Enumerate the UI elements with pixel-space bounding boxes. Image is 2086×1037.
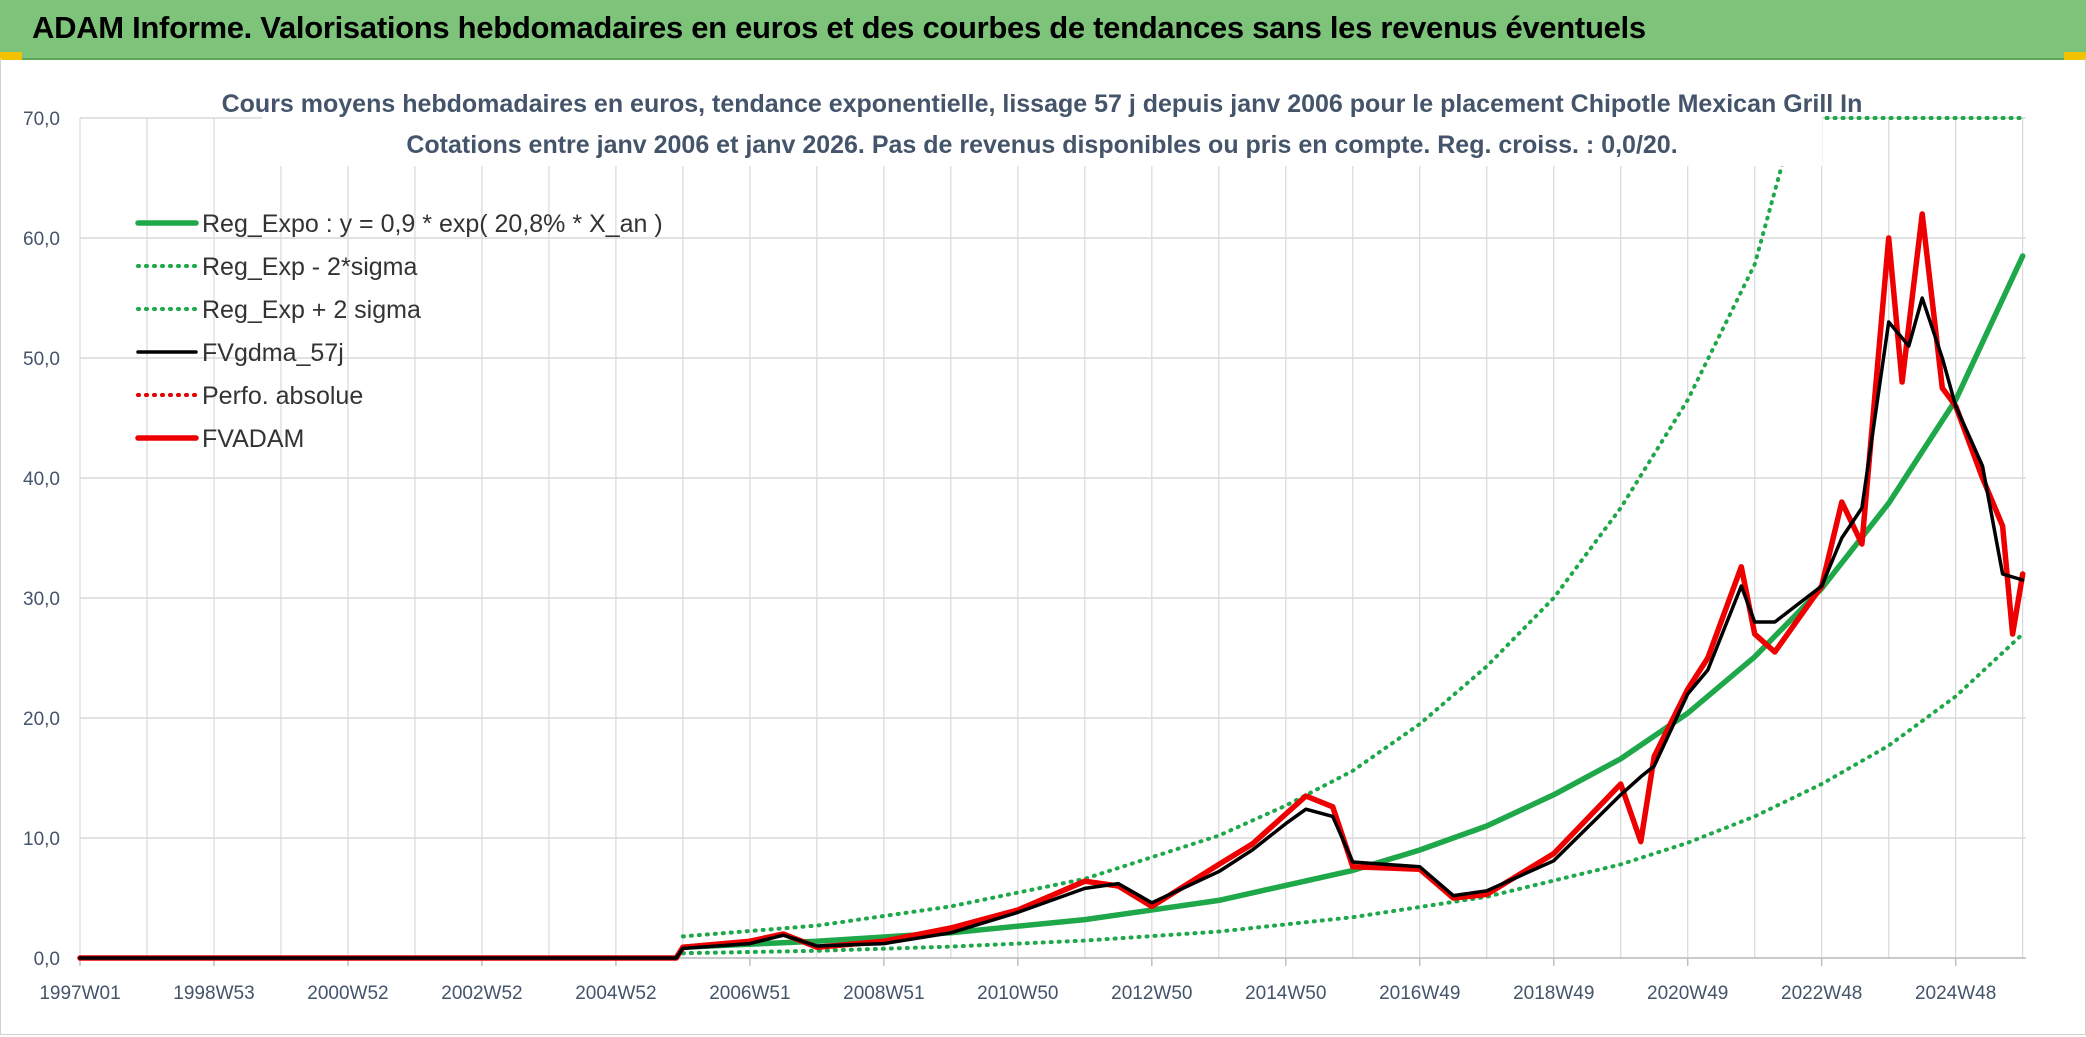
chart-title: Cours moyens hebdomadaires en euros, ten… — [222, 84, 1863, 166]
x-tick-label: 2006W51 — [709, 983, 790, 1004]
corner-marker-left — [0, 52, 22, 60]
x-tick-label: 2018W49 — [1513, 983, 1594, 1004]
y-tick-label: 40,0 — [23, 469, 60, 490]
x-tick-label: 2014W50 — [1245, 983, 1326, 1004]
x-tick-label: 2004W52 — [575, 983, 656, 1004]
series-line-0 — [680, 253, 2026, 950]
y-tick-label: 20,0 — [23, 709, 60, 730]
axes: 0,0 10,0 20,0 30,0 40,0 50,0 60,0 70,0 1997W01 19… — [23, 109, 2026, 1004]
legend: Reg_Expo : y = 0,9 * exp( 20,8% * X_an )… — [135, 210, 663, 453]
page-title: ADAM Informe. Valorisations hebdomadaire… — [32, 10, 1646, 45]
y-tick-label: 70,0 — [23, 109, 60, 130]
grid-lines — [79, 117, 2026, 959]
x-tick-label: 2012W50 — [1111, 983, 1192, 1004]
y-tick-label: 60,0 — [23, 229, 60, 250]
x-tick-label: 2024W48 — [1915, 983, 1996, 1004]
legend-label: Reg_Exp + 2 sigma — [202, 296, 421, 324]
chart-title-line-1: Cours moyens hebdomadaires en euros, ten… — [222, 90, 1863, 118]
y-tick-label: 10,0 — [23, 829, 60, 850]
x-tick-label: 2022W48 — [1781, 983, 1862, 1004]
x-tick-label: 2002W52 — [441, 983, 522, 1004]
x-tick-label: 2016W49 — [1379, 983, 1460, 1004]
series-line-1 — [680, 632, 2025, 956]
x-tick-label: 2020W49 — [1647, 983, 1728, 1004]
legend-label: Reg_Expo : y = 0,9 * exp( 20,8% * X_an ) — [202, 210, 663, 238]
header-bar: ADAM Informe. Valorisations hebdomadaire… — [0, 0, 2086, 60]
series-line-5 — [77, 211, 2026, 961]
chart-title-line-2: Cotations entre janv 2006 et janv 2026. … — [406, 131, 1677, 159]
legend-label: FVADAM — [202, 425, 304, 453]
x-tick-label: 2010W50 — [977, 983, 1058, 1004]
series-layer — [77, 116, 2026, 961]
x-tick-label: 2008W51 — [843, 983, 924, 1004]
y-tick-label: 30,0 — [23, 589, 60, 610]
x-tick-label: 1997W01 — [39, 983, 120, 1004]
series-line-2 — [680, 116, 2025, 939]
legend-label: FVgdma_57j — [202, 339, 344, 367]
x-tick-label: 2000W52 — [307, 983, 388, 1004]
series-line-3 — [78, 296, 2025, 960]
y-tick-label: 0,0 — [34, 949, 60, 970]
x-tick-label: 1998W53 — [173, 983, 254, 1004]
legend-label: Perfo. absolue — [202, 382, 363, 410]
y-tick-label: 50,0 — [23, 349, 60, 370]
legend-label: Reg_Exp - 2*sigma — [202, 253, 417, 281]
corner-marker-right — [2064, 52, 2086, 60]
